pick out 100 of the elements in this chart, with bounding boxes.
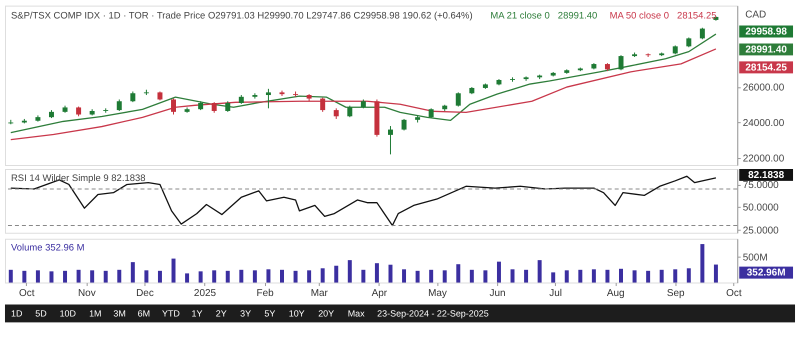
annotation: 28991.40 (558, 10, 598, 22)
y-tick-label: 26000.00 (742, 82, 785, 94)
candlestick (130, 90, 136, 103)
line-series (10, 176, 717, 226)
text: MA 50 close 0 (610, 10, 670, 22)
text: 28154.25 (745, 62, 787, 74)
bar (117, 270, 122, 283)
text: 3Y (240, 308, 252, 318)
text: 1Y (191, 308, 202, 318)
text: 1M (89, 308, 102, 318)
line-series (10, 33, 717, 134)
chart-title: Volume 352.96 M (10, 242, 85, 254)
bar (470, 270, 474, 283)
bar (578, 270, 582, 283)
bar (63, 270, 68, 283)
bar (402, 269, 406, 283)
bar (538, 260, 542, 283)
x-tick-label: Oct (726, 288, 742, 300)
bar (252, 270, 257, 283)
x-tick-label: Dec (136, 288, 154, 300)
candlestick (618, 54, 624, 71)
x-tick-label: Oct (19, 288, 35, 300)
bar (144, 270, 148, 283)
x-tick-label: 2025 (194, 288, 217, 300)
text: MA 21 close 0 (490, 10, 550, 22)
bar (158, 270, 162, 283)
y-tick-label: 24000.00 (742, 118, 785, 129)
bar (36, 270, 40, 283)
bar (646, 270, 650, 283)
text: CAD (745, 10, 766, 21)
bar (49, 271, 54, 283)
bar (294, 270, 298, 283)
candlestick (225, 100, 230, 112)
candlestick (171, 98, 176, 116)
bar (714, 264, 718, 283)
x-tick-label: Jul (549, 288, 562, 300)
bar (172, 258, 176, 283)
bar (429, 270, 434, 283)
bar (130, 262, 135, 283)
candlestick (700, 27, 705, 40)
annotation: 28154.25 (677, 10, 716, 22)
bar (266, 269, 270, 283)
bar (307, 270, 312, 283)
text: 1D (10, 308, 23, 318)
candlestick (456, 92, 461, 108)
bar (198, 271, 203, 283)
x-tick-label: Jun (489, 288, 506, 300)
bar (348, 260, 352, 283)
bar (551, 272, 556, 283)
bar (185, 273, 190, 283)
x-tick-label: Mar (310, 288, 329, 300)
bar (22, 270, 26, 283)
x-tick-label: Apr (372, 288, 388, 300)
text: 6M (138, 308, 150, 318)
y-tick-label: 22000.00 (742, 153, 785, 164)
bar (660, 270, 664, 283)
bar (334, 266, 338, 283)
text: 23-Sep-2024 - 22-Sep-2025 (377, 308, 489, 318)
bar (416, 270, 420, 283)
bar (8, 270, 13, 283)
candlestick (402, 118, 407, 131)
bar (212, 270, 216, 283)
y-tick-label: 75.0000 (742, 180, 780, 191)
x-tick-label: Aug (606, 288, 625, 300)
bar (374, 263, 379, 283)
text: 352.96M (746, 268, 786, 279)
bar (320, 268, 325, 283)
bar (361, 270, 366, 283)
candlestick (347, 105, 352, 118)
text: 20Y (318, 308, 334, 318)
bar (104, 270, 108, 283)
candlestick (320, 97, 326, 112)
candlestick (116, 98, 122, 112)
text: 29958.98 (745, 26, 788, 38)
text: 10D (60, 308, 77, 318)
candlestick (686, 36, 692, 48)
x-tick-label: May (428, 288, 447, 300)
bar (524, 270, 528, 283)
y-tick-label: 25.0000 (742, 225, 780, 236)
text: 3M (113, 308, 126, 318)
x-tick-label: Sep (666, 288, 686, 300)
candlestick (212, 102, 217, 114)
bar (442, 270, 447, 283)
bar (700, 244, 704, 283)
y-tick-label: 500M (742, 252, 768, 264)
x-tick-label: Nov (78, 288, 96, 300)
bar (496, 262, 501, 283)
bar (605, 270, 610, 283)
text: 28991.40 (745, 44, 787, 56)
candlestick (334, 108, 339, 120)
bar (619, 268, 623, 283)
text: 10Y (288, 308, 305, 318)
text: S&P/TSX COMP IDX · 1D · TOR · Trade Price O29791.03 H29990.70 L29747.86 C29958.98 190.62 (+0.64%) (10, 10, 473, 22)
bar (76, 270, 81, 283)
text: 2Y (216, 308, 227, 318)
bar (632, 270, 637, 283)
bar (592, 269, 596, 283)
candlestick (428, 108, 434, 119)
bar (388, 264, 392, 283)
bar (456, 264, 460, 283)
